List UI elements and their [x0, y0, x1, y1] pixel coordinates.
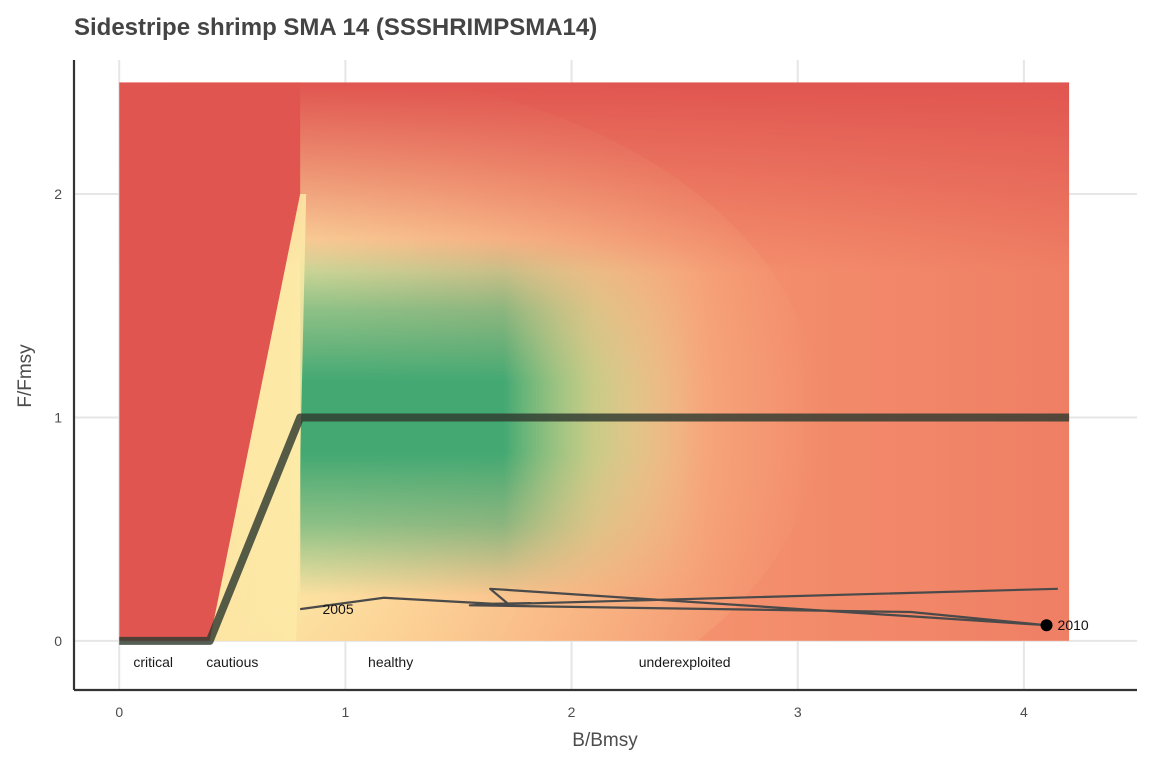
y-tick-label-2: 2: [54, 186, 62, 202]
x-tick-label-4: 4: [1020, 704, 1028, 720]
trajectory-line: [300, 587, 1058, 627]
x-tick-label-2: 2: [568, 704, 576, 720]
x-tick-label-1: 1: [342, 704, 350, 720]
y-tick-label-0: 0: [54, 633, 62, 649]
zone-labels: critical cautious healthy underexploited: [133, 654, 730, 670]
y-axis-label: F/Fmsy: [15, 344, 36, 408]
zone-label-cautious: cautious: [206, 654, 258, 670]
trajectory-layer: [300, 587, 1058, 632]
zone-label-critical: critical: [133, 654, 173, 670]
year-label-2010: 2010: [1058, 617, 1089, 633]
bg-critical-wedge: [119, 82, 301, 641]
y-tick-label-1: 1: [54, 409, 62, 425]
year-label-2005: 2005: [322, 601, 353, 617]
bg-wedge-edge: [209, 194, 307, 641]
latest-point: [1040, 619, 1053, 632]
zone-label-healthy: healthy: [368, 654, 413, 670]
zone-label-underexploited: underexploited: [639, 654, 731, 670]
axes: [72, 60, 1137, 692]
x-tick-label-3: 3: [794, 704, 802, 720]
annotation-layer: 2005 2010: [322, 601, 1088, 633]
reference-line: [119, 413, 1070, 645]
status-background: [119, 82, 1070, 641]
tick-labels: 0 1 2 3 4 0 1 2: [54, 186, 1028, 720]
x-tick-label-0: 0: [115, 704, 123, 720]
chart-title: Sidestripe shrimp SMA 14 (SSSHRIMPSMA14): [74, 14, 597, 41]
x-axis-label: B/Bmsy: [572, 730, 638, 751]
reference-line-layer: [119, 413, 1070, 645]
